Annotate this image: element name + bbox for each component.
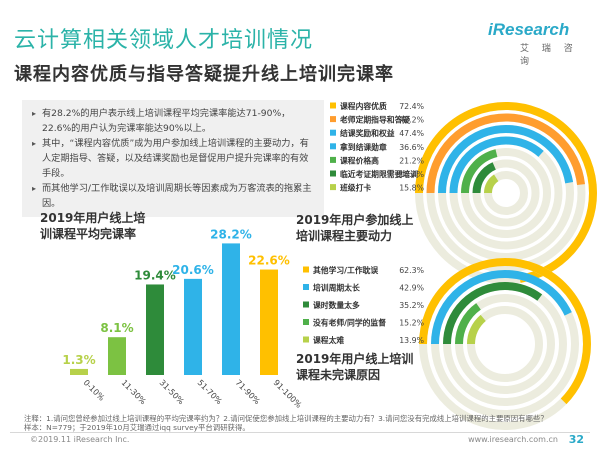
motivation-category-label: 课程价格高 (340, 155, 379, 165)
motivation-category-label: 临近考证期限需要培训 (340, 169, 418, 179)
incomplete-arc (443, 282, 567, 406)
bar (260, 269, 278, 375)
page-number: 32 (568, 433, 584, 446)
bar-chart-title: 2019年用户线上培训课程平均完课率 (40, 211, 146, 241)
summary-bullet: 其中，“课程内容优质”成为用户参加线上培训课程的主要动力，有人定期指导、答疑，以… (32, 136, 316, 181)
motivation-value-label: 21.2% (399, 156, 424, 165)
motivation-arc (484, 171, 528, 215)
bar-value-label: 22.6% (248, 254, 290, 268)
bar-value-label: 20.6% (172, 263, 214, 277)
summary-bullet: 而其他学习/工作耽误以及培训周期长等因素成为万客流表的拖累主因。 (32, 181, 316, 211)
motivation-value-label: 47.4% (399, 129, 424, 138)
motivation-value-label: 18.4% (399, 170, 424, 179)
incomplete-arc (431, 270, 579, 418)
motivation-arc (461, 148, 551, 238)
bar (108, 337, 126, 375)
logo-text: iResearch (488, 20, 570, 39)
logo-subtext: 艾 瑞 咨 询 (520, 44, 578, 67)
motivation-legend-swatch (330, 102, 336, 109)
motivation-value-label: 36.6% (399, 143, 424, 152)
bar-value-label: 28.2% (210, 227, 252, 241)
footnote: 注释：1.请问您曾经参加过线上培训课程的平均完课率约为？2.请问促使您参加线上培… (24, 414, 584, 432)
incomplete-arc (467, 306, 543, 382)
footnote-line: 样本：N=779；于2019年10月艾瑞通过iqq survey平台调研获得。 (24, 423, 250, 432)
x-tick-label: 11-30% (120, 378, 148, 406)
incomplete-legend-swatch (303, 336, 309, 343)
motivation-chart-title: 2019年用户参加线上培训课程主要动力 (296, 213, 414, 243)
x-tick-label: 91-100% (272, 378, 304, 410)
incomplete-value-label: 13.9% (399, 336, 424, 345)
motivation-value-label: 48.2% (399, 116, 424, 125)
bar (184, 278, 202, 375)
x-tick-label: 0-10% (82, 378, 107, 403)
incomplete-arc (419, 258, 591, 430)
motivation-category-label: 班级打卡 (340, 183, 371, 193)
incomplete-chart-title: 2019年用户线上培训课程未完课原因 (296, 352, 414, 382)
page-subtitle: 课程内容优质与指导答疑提升线上培训完课率 (14, 64, 394, 85)
motivation-legend-swatch (330, 143, 336, 150)
motivation-category-label: 拿到结课勋章 (339, 142, 387, 152)
x-tick-label: 31-50% (158, 378, 186, 406)
site-url: www.iresearch.com.cn (468, 435, 558, 444)
incomplete-legend-swatch (303, 266, 309, 273)
footer-divider (10, 432, 590, 433)
incomplete-category-label: 培训周期太长 (313, 283, 360, 293)
motivation-legend-swatch (330, 129, 336, 136)
motivation-category-label: 老师定期指导和答疑 (339, 115, 410, 125)
motivation-legend-swatch (330, 116, 336, 123)
incomplete-category-label: 没有老师/同学的监督 (313, 318, 386, 328)
footer: ©2019.11 iResearch Inc. www.iresearch.co… (0, 430, 600, 450)
copyright: ©2019.11 iResearch Inc. (30, 435, 130, 444)
incomplete-category-label: 其他学习/工作耽误 (313, 265, 378, 275)
summary-bullet: 有28.2%的用户表示线上培训课程平均完课率能达71-90%，22.6%的用户认… (32, 106, 316, 136)
motivation-arc (415, 102, 597, 284)
motivation-arc (472, 159, 540, 227)
incomplete-category-label: 课时数量太多 (313, 300, 360, 310)
incomplete-legend-swatch (303, 284, 309, 290)
bar (70, 368, 88, 375)
motivation-arc (449, 136, 563, 250)
incomplete-value-label: 62.3% (399, 266, 424, 275)
motivation-legend-swatch (330, 156, 336, 163)
page-title: 云计算相关领域人才培训情况 (14, 28, 314, 53)
incomplete-value-label: 42.9% (399, 284, 424, 293)
incomplete-value-label: 35.2% (399, 301, 424, 310)
motivation-category-label: 结课奖励和权益 (339, 128, 395, 138)
incomplete-legend-swatch (303, 301, 309, 308)
motivation-arc (426, 113, 586, 273)
incomplete-arc (455, 294, 555, 394)
footnote-line: 注释：1.请问您曾经参加过线上培训课程的平均完课率约为？2.请问促使您参加线上培… (24, 414, 548, 423)
bar (146, 284, 164, 375)
motivation-category-label: 课程内容优质 (340, 101, 387, 111)
bar-value-label: 8.1% (100, 321, 133, 335)
summary-box: 有28.2%的用户表示线上培训课程平均完课率能达71-90%，22.6%的用户认… (22, 100, 324, 217)
incomplete-value-label: 15.2% (399, 319, 424, 328)
motivation-legend-swatch (330, 184, 336, 191)
iresearch-logo: iResearch 艾 瑞 咨 询 (488, 20, 588, 67)
motivation-value-label: 15.8% (399, 184, 424, 193)
motivation-value-label: 72.4% (399, 102, 424, 111)
motivation-arc (438, 125, 574, 261)
bar-value-label: 1.3% (62, 353, 95, 367)
x-tick-label: 71-90% (234, 378, 262, 406)
bar (222, 243, 240, 375)
incomplete-legend-swatch (303, 319, 309, 325)
motivation-legend-swatch (330, 170, 336, 177)
x-tick-label: 51-70% (196, 378, 224, 406)
incomplete-category-label: 课程太难 (313, 335, 344, 345)
bar-value-label: 19.4% (134, 268, 176, 282)
